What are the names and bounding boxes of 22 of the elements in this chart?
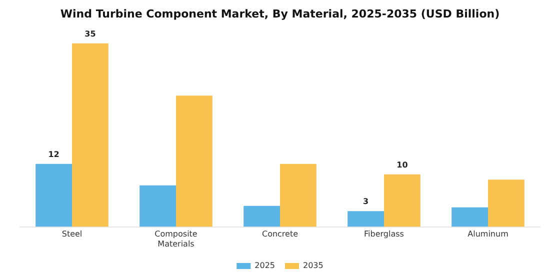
legend-label: 2035 xyxy=(303,261,324,270)
data-label: 12 xyxy=(48,150,60,159)
data-label: 10 xyxy=(396,160,408,170)
bar xyxy=(244,206,280,227)
x-tick-label: Fiberglass xyxy=(364,230,404,239)
bar xyxy=(72,43,108,227)
x-tick-label: Composite Materials xyxy=(154,230,198,248)
data-label: 35 xyxy=(84,29,96,38)
bar xyxy=(452,207,488,227)
x-tick-label: Concrete xyxy=(262,230,298,239)
chart-title: Wind Turbine Component Market, By Material, 2025-2035 (USD Billion) xyxy=(60,7,500,20)
x-tick-label: Steel xyxy=(62,230,82,239)
bar xyxy=(348,211,384,227)
data-label: 3 xyxy=(363,197,369,206)
bar xyxy=(176,96,212,227)
x-tick-label: Aluminum xyxy=(468,230,509,239)
bar xyxy=(384,174,420,227)
legend-label: 2025 xyxy=(254,261,275,270)
bar xyxy=(36,164,72,227)
bar xyxy=(488,180,524,227)
bar xyxy=(140,185,176,227)
bar xyxy=(280,164,316,227)
